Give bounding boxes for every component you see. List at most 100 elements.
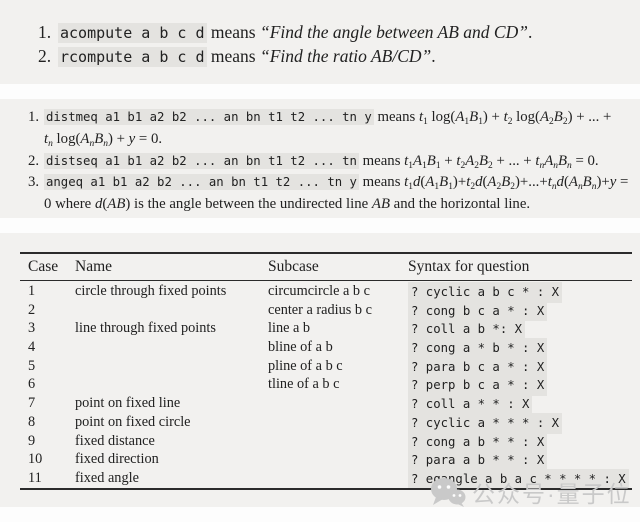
text-span: AB [107, 196, 126, 213]
text-span: 2 [549, 117, 554, 128]
text-span: 1 [478, 117, 483, 128]
text-span: n [89, 138, 95, 149]
text-span: ( [420, 174, 426, 191]
table-top-rule [20, 252, 632, 254]
cell-name: fixed distance [75, 432, 155, 449]
list-item-line: 2. distseq a1 b1 a2 b2 ... an bn t1 t2 ..… [0, 151, 640, 173]
text-span: = 0. [571, 152, 599, 169]
text-span: 1 [435, 160, 441, 171]
text-span: n [553, 160, 558, 171]
table-header-rule [20, 280, 632, 282]
column-header-subcase: Subcase [268, 258, 319, 275]
text-span: A [413, 152, 423, 169]
text-span: “Find the ratio AB/CD” [259, 46, 432, 66]
code-span: acompute a b c d [58, 23, 207, 43]
text-span: t [418, 109, 424, 125]
list-item-number: 1. [38, 22, 52, 42]
equation-definitions-panel: 1. distmeq a1 b1 a2 b2 ... an bn t1 t2 ..… [0, 99, 640, 218]
text-span: n [48, 138, 53, 149]
code-span: distmeq a1 b1 a2 b2 ... an bn t1 t2 ... … [44, 109, 374, 125]
table-body: 1 circle through fixed points circumcircle… [20, 282, 632, 490]
list-item-number: 3. [28, 174, 40, 191]
cell-subcase: bline of a b [268, 339, 333, 356]
code-span: angeq a1 b1 a2 b2 ... an bn t1 t2 ... tn… [44, 174, 359, 191]
list-item-line: 2. rcompute a b c d means “Find the ratio… [0, 44, 640, 68]
text-span: y [609, 174, 617, 191]
text-span: n [591, 182, 597, 193]
table-bottom-rule [20, 488, 632, 490]
cell-case: 5 [28, 357, 36, 374]
text-span: log( [52, 130, 81, 147]
text-span: B [439, 174, 449, 191]
text-span: ( [482, 174, 488, 191]
cell-syntax: ? cong a b * * : X [408, 431, 548, 453]
text-span: ) + ... + [567, 109, 612, 125]
text-span: B [469, 109, 479, 125]
text-span: n [539, 160, 545, 171]
compute-definitions-panel: 1. acompute a b c d means “Find the angle… [0, 0, 640, 84]
list-item-content: acompute a b c d means “Find the angle b… [58, 20, 532, 45]
cell-syntax: ? perp b c a * : X [408, 375, 548, 397]
text-span: ) is the angle between the undirected li… [125, 196, 372, 213]
cell-syntax: ? para a b * * : X [408, 450, 548, 471]
table-header-row: Case Name Subcase Syntax for question [20, 255, 632, 279]
text-span: d [413, 174, 421, 191]
text-span: A [465, 152, 475, 169]
text-span: t [547, 174, 552, 191]
text-span: 2 [496, 182, 502, 193]
text-span: 1 [448, 182, 453, 193]
column-header-case: Case [28, 258, 59, 275]
text-span: ) + [107, 130, 129, 147]
text-span: t [503, 109, 508, 125]
text-span: n [577, 182, 583, 193]
cell-syntax: ? coll a b *: X [408, 319, 526, 341]
cell-syntax: ? para b c a * : X [408, 356, 548, 378]
text-span: 1 [408, 182, 414, 193]
text-span: ) + [482, 109, 504, 125]
text-span: A [568, 174, 578, 191]
text-span: B [478, 152, 489, 169]
text-span: + [440, 152, 457, 169]
text-span: t [535, 152, 540, 169]
text-span: n [567, 160, 572, 171]
text-span: . [527, 22, 533, 42]
cell-name: fixed angle [75, 469, 139, 486]
column-header-name: Name [75, 258, 113, 275]
table-row: 9 fixed distance ? cong a b * * : X [20, 431, 632, 453]
text-span: log( [512, 109, 540, 125]
text-span: B [557, 152, 568, 169]
text-span: means [373, 109, 419, 125]
text-span: AB [371, 196, 390, 213]
cell-case: 8 [28, 413, 36, 430]
text-span: A [455, 109, 465, 125]
text-span: means [358, 152, 405, 169]
cell-subcase: pline of a b c [268, 357, 343, 374]
cell-syntax: ? cyclic a b c * : X [408, 282, 563, 303]
list-item-line: 1. acompute a b c d means “Find the angle… [0, 20, 640, 44]
text-span: log( [427, 109, 456, 125]
text-span: 2 [562, 117, 568, 128]
text-span: 1 [422, 160, 427, 171]
text-span: and the horizontal line. [389, 196, 531, 213]
cell-case: 7 [28, 395, 36, 412]
list-item-content: tn log(AnBn) + y = 0. [44, 129, 162, 153]
text-span: )+...+ [514, 174, 548, 191]
table-row: 8 point on fixed circle ? cyclic a * * * :… [20, 412, 632, 434]
column-header-syntax: Syntax for question [408, 258, 530, 275]
code-span: rcompute a b c d [58, 47, 207, 67]
wechat-bubbles-icon [431, 478, 466, 507]
text-span: B [582, 174, 592, 191]
cell-syntax: ? cyclic a * * * : X [408, 412, 563, 434]
text-span: “Find the angle between AB and CD” [259, 22, 528, 42]
text-span: )+ [452, 174, 467, 191]
text-span: t [404, 152, 409, 169]
table-row: 11 fixed angle ? eqangle a b a c * * * * :… [20, 468, 632, 490]
text-span: )+ [596, 174, 610, 191]
cell-name: circle through fixed points [75, 283, 227, 299]
text-span: B [426, 152, 436, 169]
text-span: B [94, 130, 104, 147]
text-span: 2 [474, 160, 479, 171]
text-span: = [616, 174, 629, 191]
text-span: means [206, 22, 260, 42]
code-span: distseq a1 b1 a2 b2 ... an bn t1 t2 ... … [44, 152, 359, 169]
